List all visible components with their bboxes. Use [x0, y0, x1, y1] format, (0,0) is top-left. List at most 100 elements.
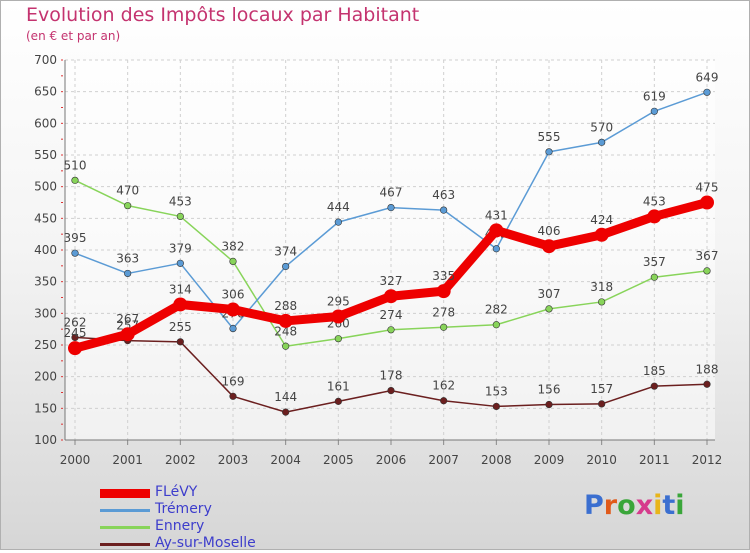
data-point-fl-vy: [68, 341, 82, 356]
logo-letter: i: [675, 490, 685, 521]
data-label-ennery: 382: [222, 239, 245, 253]
y-tick-label: 150: [34, 401, 57, 415]
y-tick-label: 250: [34, 338, 57, 352]
logo-letter: o: [617, 490, 636, 521]
y-tick-label: 650: [34, 85, 57, 99]
data-label-ennery: 357: [643, 255, 666, 269]
legend-label-ay-sur-moselle: Ay-sur-Moselle: [155, 535, 256, 551]
data-point-ennery: [229, 257, 237, 266]
data-label-ennery: 470: [116, 184, 139, 198]
y-tick-label: 300: [34, 306, 57, 320]
data-point-fl-vy: [542, 239, 556, 254]
data-point-ennery: [650, 273, 658, 281]
data-label-ennery: 318: [590, 280, 613, 294]
legend-label-ennery: Ennery: [155, 518, 205, 534]
data-point-tr-mery: [492, 245, 500, 253]
data-label-ennery: 282: [485, 303, 508, 317]
data-label-fl-vy: 295: [327, 295, 350, 309]
data-point-ennery: [282, 342, 290, 350]
legend-swatch-tremery: [100, 508, 150, 512]
proxiti-logo: Proxiti: [584, 490, 685, 521]
data-point-ay-sur-moselle: [650, 382, 658, 390]
data-label-ay-sur-moselle: 178: [380, 369, 403, 383]
data-point-fl-vy: [700, 195, 714, 210]
y-tick-label: 450: [34, 211, 57, 225]
y-tick-label: 100: [34, 433, 57, 447]
data-label-fl-vy: 267: [116, 312, 139, 326]
data-label-ay-sur-moselle: 157: [590, 382, 613, 396]
data-point-tr-mery: [440, 206, 448, 214]
data-label-ay-sur-moselle: 161: [327, 379, 350, 393]
data-label-ennery: 307: [538, 287, 561, 301]
data-point-tr-mery: [229, 324, 237, 333]
data-label-ennery: 274: [380, 308, 403, 322]
data-point-tr-mery: [176, 259, 184, 267]
data-label-fl-vy: 475: [696, 181, 719, 195]
x-tick-label: 2004: [270, 453, 301, 467]
data-label-tr-mery: 619: [643, 89, 666, 103]
y-tick-label: 400: [34, 243, 57, 257]
data-label-fl-vy: 335: [432, 269, 455, 283]
data-point-tr-mery: [598, 138, 606, 146]
data-point-ennery: [176, 212, 184, 221]
x-tick-label: 2012: [692, 453, 723, 467]
data-label-fl-vy: 431: [485, 208, 508, 222]
data-label-tr-mery: 463: [432, 188, 455, 202]
data-point-tr-mery: [334, 218, 342, 226]
data-label-ennery: 248: [274, 324, 297, 338]
data-label-ay-sur-moselle: 188: [696, 362, 719, 376]
legend-label-tremery: Trémery: [155, 501, 212, 517]
data-point-tr-mery: [650, 107, 658, 115]
data-label-ay-sur-moselle: 156: [538, 383, 561, 397]
logo-letter: P: [584, 490, 604, 521]
logo-letter: t: [662, 490, 676, 521]
data-point-fl-vy: [173, 297, 188, 312]
data-label-ennery: 453: [169, 194, 192, 208]
data-label-fl-vy: 288: [274, 299, 297, 313]
data-label-ay-sur-moselle: 262: [64, 315, 87, 329]
x-tick-label: 2010: [586, 453, 617, 467]
x-tick-label: 2005: [323, 453, 354, 467]
x-tick-label: 2002: [165, 453, 196, 467]
data-point-ay-sur-moselle: [545, 400, 553, 409]
logo-letter: r: [603, 490, 618, 521]
data-label-tr-mery: 374: [274, 244, 297, 258]
data-point-ennery: [387, 326, 395, 334]
data-point-ay-sur-moselle: [334, 397, 342, 405]
data-point-tr-mery: [703, 88, 711, 96]
data-point-ay-sur-moselle: [440, 397, 448, 405]
data-point-tr-mery: [545, 148, 553, 156]
x-tick-label: 2007: [428, 453, 459, 467]
data-point-ennery: [124, 202, 132, 210]
data-label-tr-mery: 363: [116, 251, 139, 265]
y-tick-label: 700: [34, 53, 57, 67]
data-label-ay-sur-moselle: 144: [274, 390, 297, 404]
data-point-tr-mery: [124, 269, 132, 278]
data-label-fl-vy: 327: [380, 274, 403, 288]
x-tick-label: 2006: [376, 453, 407, 467]
data-label-ay-sur-moselle: 162: [432, 379, 455, 393]
data-label-tr-mery: 467: [380, 186, 403, 200]
legend-swatch-flevy: [100, 488, 150, 498]
legend-label-flevy: FLéVY: [155, 484, 198, 500]
data-point-ennery: [598, 298, 606, 306]
y-tick-label: 600: [34, 116, 57, 130]
data-point-fl-vy: [278, 313, 293, 328]
data-label-tr-mery: 379: [169, 241, 192, 255]
data-label-fl-vy: 453: [643, 194, 666, 208]
data-point-fl-vy: [594, 227, 609, 242]
data-point-ay-sur-moselle: [492, 402, 500, 411]
legend-swatch-ay-sur-moselle: [100, 542, 150, 546]
data-label-ennery: 278: [432, 305, 455, 319]
y-tick-label: 550: [34, 148, 57, 162]
data-point-ay-sur-moselle: [703, 380, 711, 388]
y-tick-label: 200: [34, 370, 57, 384]
data-point-fl-vy: [226, 302, 240, 317]
data-point-ay-sur-moselle: [229, 392, 237, 400]
data-label-tr-mery: 570: [590, 120, 613, 134]
x-tick-label: 2000: [60, 453, 91, 467]
data-point-tr-mery: [71, 249, 79, 257]
data-label-tr-mery: 555: [538, 130, 561, 144]
data-point-ennery: [545, 305, 553, 313]
